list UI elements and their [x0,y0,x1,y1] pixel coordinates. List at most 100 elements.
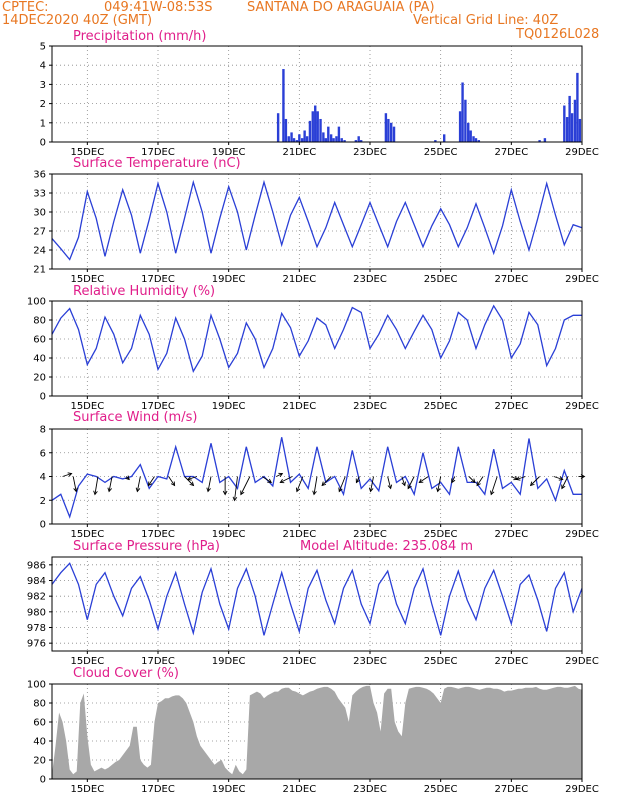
precip-bar [337,126,341,142]
temp-ytick-label: 33 [33,189,46,200]
wind-arrow [490,476,498,495]
wind-arrow [355,476,360,483]
wind-arrow [407,476,415,489]
wind-xtick-label: 15DEC [70,529,104,540]
cloud-xtick-label: 21DEC [282,784,316,795]
precip-bar [443,134,446,142]
wind-arrow-head [529,481,535,487]
wind-arrow-head [189,481,195,487]
precip-xtick-label: 25DEC [424,147,458,158]
precip-bar [461,82,464,142]
rh-title: Relative Humidity (%) [73,284,216,299]
cloud-ytick-label: 40 [33,737,46,748]
cloud-xtick-label: 19DEC [212,784,246,795]
wind-arrow [401,476,406,486]
header: CPTEC: 049:41W-08:53S SANTANA DO ARAGUAI… [0,0,618,46]
source-label: CPTEC: [2,0,49,15]
temp-xtick-label: 25DEC [424,274,458,285]
precip-bar [573,99,577,142]
precip-ytick-label: 3 [40,80,46,91]
rh-ytick-label: 80 [33,316,46,327]
precip-bar [570,113,574,142]
press-ytick-label: 982 [27,592,46,603]
press-xtick-label: 17DEC [141,656,175,667]
wind-arrow [207,476,212,492]
wind-arrow-head [125,475,130,481]
wind-arrow-head [222,490,228,496]
precip-bar [314,105,317,142]
temp-title: Surface Temperature (nC) [73,156,241,171]
wind-arrow-head [338,487,343,493]
wind-arrow [62,473,72,477]
temp-xtick-label: 17DEC [141,274,175,285]
precip-bar [276,113,280,142]
press-xtick-label: 27DEC [494,656,528,667]
wind-arrow [261,476,272,483]
wind-ytick-label: 8 [40,425,46,436]
press-xtick-label: 19DEC [212,656,246,667]
temp-xtick-label: 29DEC [565,274,599,285]
precip-xtick-label: 23DEC [353,147,387,158]
wind-arrow [387,476,392,489]
wind-arrow-head [355,478,360,484]
rh-xtick-label: 15DEC [70,401,104,412]
precip-bar [543,138,547,142]
temp-xtick-label: 15DEC [70,274,104,285]
rh-xtick-label: 17DEC [141,401,175,412]
wind-line [51,437,582,519]
wind-arrow [516,476,526,480]
wind-arrow [276,473,283,477]
precip-bar [563,105,566,142]
wind-xtick-label: 19DEC [212,529,246,540]
temp-frame [51,173,583,270]
cloud-ytick-label: 60 [33,718,46,729]
wind-arrow [234,476,238,501]
press-ytick-label: 976 [27,639,46,650]
rh-line [51,304,582,373]
precip-bar [308,120,312,142]
cloud-xtick-label: 25DEC [424,784,458,795]
wind-arrow-head [240,490,245,496]
cloud-xtick-label: 15DEC [70,784,104,795]
press-xtick-label: 21DEC [282,656,316,667]
wind-arrow-head [170,481,176,487]
precip-bar [292,138,296,142]
precip-ytick-label: 5 [40,42,46,53]
wind-arrow-head [561,484,566,490]
press-ytick-label: 986 [27,560,46,571]
precip-bar [322,132,325,142]
wind-arrow-head [387,484,393,490]
cloud-ytick-label: 100 [27,680,46,691]
cloud-xtick-label: 17DEC [141,784,175,795]
precip-bar [329,134,333,142]
wind-ytick-label: 4 [40,472,46,483]
wind-arrow-head [407,484,412,490]
cloud-xtick-label: 23DEC [353,784,387,795]
precip-xtick-label: 27DEC [494,147,528,158]
wind-arrow-head [451,478,456,484]
rh-xtick-label: 29DEC [565,401,599,412]
precip-bar [327,126,330,142]
wind-arrow [451,476,456,483]
rh-xtick-label: 21DEC [282,401,316,412]
location-label: SANTANA DO ARAGUAIA (PA) [247,0,435,15]
wind-arrow-head [135,487,141,493]
model-label: TQ0126L028 [516,27,600,42]
wind-xtick-label: 29DEC [565,529,599,540]
wind-arrow [94,476,99,495]
rh-ytick-label: 20 [33,373,46,384]
wind-arrow [338,476,346,492]
wind-arrow-head [267,478,273,484]
rh-ytick-label: 0 [40,392,46,403]
precip-bar [464,99,467,142]
precip-bar [282,69,285,142]
precip-ytick-label: 0 [40,138,46,149]
wind-xtick-label: 17DEC [141,529,175,540]
wind-arrow [136,476,141,492]
wind-arrow [148,476,155,486]
wind-xtick-label: 23DEC [353,529,387,540]
wind-arrow [296,476,304,492]
precip-frame [51,45,583,143]
temp-ytick-label: 36 [33,170,46,181]
